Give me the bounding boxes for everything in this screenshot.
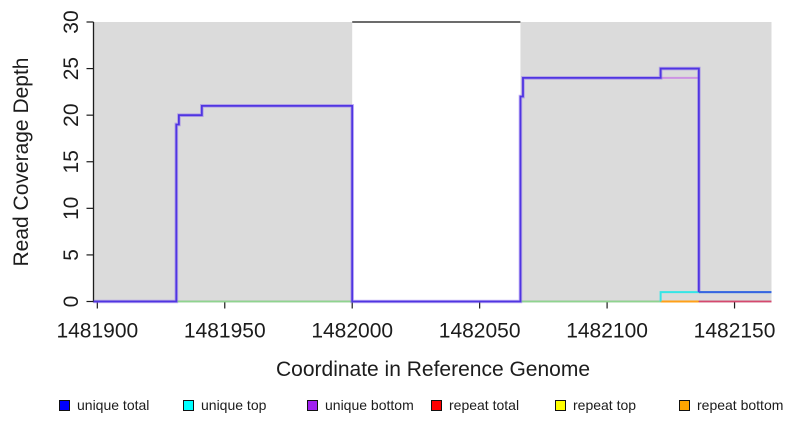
x-tick-label: 1482000: [311, 320, 393, 343]
x-axis-title: Coordinate in Reference Genome: [275, 358, 591, 381]
y-tick-label: 10: [60, 197, 83, 220]
x-tick-label: 1482100: [566, 320, 648, 343]
y-tick-label: 20: [60, 103, 83, 126]
y-tick-label: 0: [60, 296, 83, 308]
y-tick-label: 30: [60, 10, 83, 33]
y-axis-title: Read Coverage Depth: [10, 57, 33, 267]
x-tick-label: 1481950: [184, 320, 266, 343]
x-tick-label: 1481900: [56, 320, 138, 343]
unique-coverage-main: [93, 67, 700, 303]
shaded-region: [520, 22, 772, 302]
y-tick-label: 15: [60, 150, 83, 173]
y-tick-label: 5: [60, 249, 83, 261]
shaded-region: [93, 22, 353, 302]
x-tick-label: 1482050: [439, 320, 521, 343]
y-tick-label: 25: [60, 57, 83, 80]
x-tick-label: 1482150: [694, 320, 776, 343]
